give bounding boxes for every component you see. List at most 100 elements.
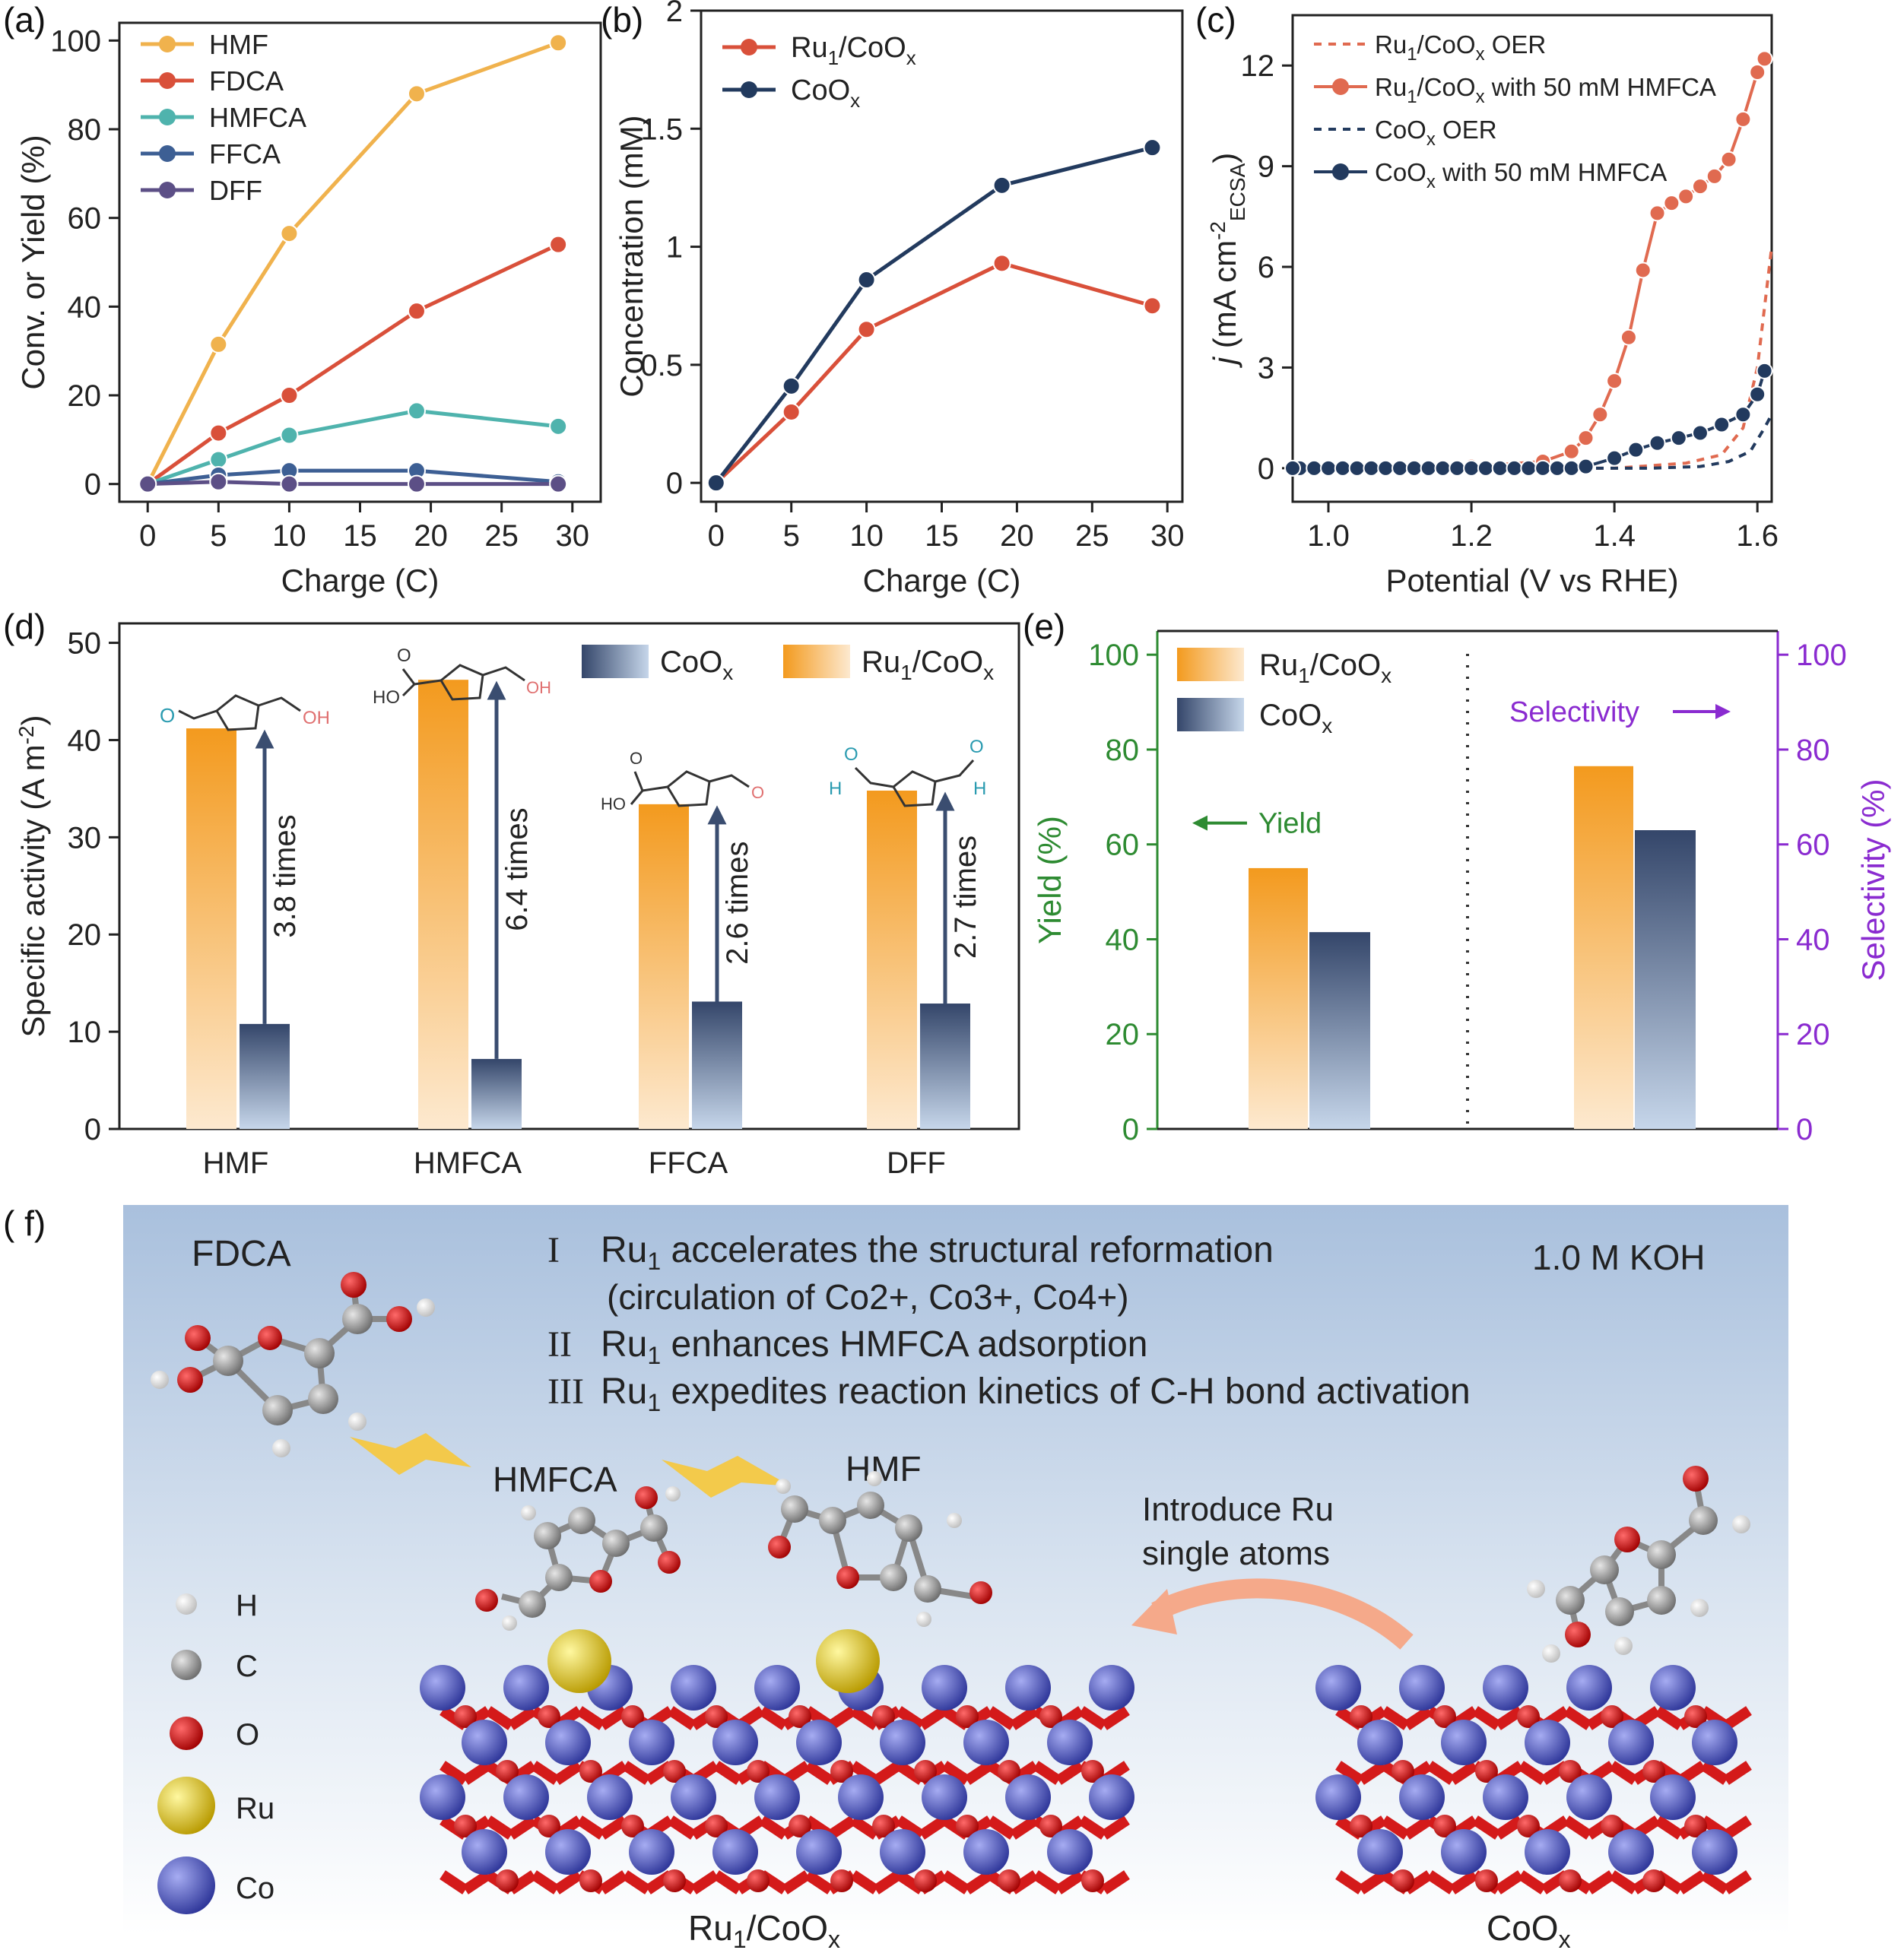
o-atom (1350, 1815, 1372, 1837)
o-bond (1101, 1815, 1130, 1840)
o-atom (1475, 1760, 1498, 1783)
o-atom (454, 1705, 477, 1728)
data-point-fdca (407, 302, 426, 321)
y-tick-label-left-e: 80 (1106, 734, 1140, 767)
legend-a-marker-fdca (159, 72, 176, 89)
data-point-coox-with-50-mm-hmfca (1749, 385, 1766, 403)
o-bond (827, 1815, 856, 1840)
co-atom (1483, 1774, 1528, 1820)
o-atom (705, 1705, 728, 1728)
o-bond (1518, 1870, 1547, 1895)
svg-text:H: H (973, 778, 986, 799)
co-atom (1525, 1829, 1570, 1875)
o-bond (1655, 1815, 1683, 1840)
y-tick-label-left-e: 100 (1088, 639, 1139, 672)
co-atom (1399, 1665, 1445, 1711)
svg-text:O: O (630, 749, 643, 768)
y-tick-label-right-e: 0 (1796, 1113, 1813, 1146)
o-atom (454, 1815, 477, 1837)
legend-a-label-dff: DFF (209, 175, 262, 206)
o-atom (914, 1760, 937, 1783)
data-point-hmfca (209, 450, 228, 469)
yield-annotation: Yield (1258, 808, 1322, 840)
y-tick-label-b: 1 (666, 231, 683, 265)
o-atom (1392, 1869, 1414, 1892)
scheme-point-3: Ru1 expedites reaction kinetics of C-H b… (601, 1371, 1471, 1416)
o-bond (804, 1761, 833, 1785)
o-bond (668, 1815, 697, 1840)
o-atom (789, 1815, 811, 1837)
co-atom (1483, 1665, 1528, 1711)
legend-d-ru-label: Ru1/CoOx (862, 645, 994, 684)
y-tick-label-c: 0 (1258, 452, 1274, 486)
o-bond (1101, 1706, 1130, 1730)
scheme-panel: FDCA 1.0 M KOH I Ru1 accelerates the str… (123, 1205, 1788, 1950)
scheme-fdca-label: FDCA (192, 1234, 291, 1274)
legend-b-label: CoOx (791, 75, 860, 112)
co-atom (1566, 1665, 1612, 1711)
co-atom (922, 1665, 967, 1711)
o-bond (1700, 1870, 1729, 1895)
chart-b: 0 5 10 15 20 25 30 0 0.5 1 1.5 2 Charge (C) Concentra… (614, 0, 1184, 598)
x-tick-label-d: FFCA (649, 1146, 728, 1180)
legend-c-label: CoOx OER (1375, 116, 1497, 150)
y-tick-label-right-e: 40 (1796, 923, 1830, 956)
data-point-dff (138, 474, 157, 493)
ru-coox-slab (420, 1665, 1134, 1895)
o-atom (747, 1760, 770, 1783)
y-tick-label-a: 100 (50, 24, 101, 58)
co-atom (503, 1774, 549, 1820)
bar-ru-coox-yield (1249, 867, 1308, 1129)
data-point-ru1-coox-with-50-mm-hmfca (1691, 178, 1709, 195)
o-atom (1684, 1815, 1707, 1837)
x-tick-label-a: 15 (343, 519, 377, 553)
o-atom (1517, 1705, 1540, 1728)
o-atom (1350, 1705, 1372, 1728)
o-bond (599, 1815, 628, 1840)
o-bond (576, 1815, 605, 1840)
y-tick-label-right-e: 60 (1796, 829, 1830, 862)
o-bond (1609, 1870, 1638, 1895)
svg-text:O: O (969, 737, 984, 757)
co-atom (963, 1720, 1009, 1765)
o-bond (1033, 1761, 1061, 1785)
x-axis-label-c: Potential (V vs RHE) (1385, 563, 1678, 598)
o-atom (830, 1760, 853, 1783)
y-axis-label-right-e: Selectivity (%) (1855, 778, 1891, 981)
adsorbed-hmfca-molecule (475, 1486, 681, 1631)
data-point-coox-with-50-mm-hmfca (1734, 406, 1752, 423)
data-point-ru1-coox-with-50-mm-hmfca (1606, 373, 1623, 390)
o-bond (1495, 1815, 1524, 1840)
free-hmf-molecule (1527, 1466, 1750, 1663)
o-bond (1358, 1761, 1387, 1785)
o-bond (1078, 1706, 1107, 1730)
o-bond (1472, 1815, 1501, 1840)
y-tick-label-left-e: 20 (1106, 1018, 1140, 1051)
co-atom (754, 1665, 800, 1711)
legend-c-label: C (236, 1650, 258, 1683)
panel-label-d: (d) (3, 607, 46, 646)
panel-label-a: (a) (3, 0, 46, 40)
y-tick-label-b: 0.5 (640, 349, 683, 382)
co-atom (1357, 1829, 1403, 1875)
data-point-coox-with-50-mm-hmfca (1548, 459, 1566, 477)
o-bond (1426, 1870, 1455, 1895)
coox-slab-label: CoOx (1487, 1908, 1571, 1950)
x-tick-label-c: 1.4 (1593, 519, 1636, 553)
bar-coox-selectivity (1635, 830, 1696, 1129)
o-atom (1081, 1760, 1104, 1783)
y-tick-label-d: 30 (68, 821, 102, 855)
data-point-coox (992, 176, 1011, 195)
co-atom (838, 1774, 884, 1820)
data-point-ru1-coox-with-50-mm-hmfca (1649, 205, 1666, 222)
y-tick-label-c: 9 (1258, 151, 1274, 184)
co-atom (1005, 1665, 1051, 1711)
o-atom (830, 1869, 853, 1892)
o-bond (1358, 1870, 1387, 1895)
o-bond (850, 1870, 879, 1895)
o-bond (1723, 1870, 1752, 1895)
series-line-coox (714, 145, 1154, 484)
co-atom (1608, 1720, 1654, 1765)
molecule-hmf-structure: O OH (160, 694, 330, 731)
co-atom (1566, 1774, 1612, 1820)
